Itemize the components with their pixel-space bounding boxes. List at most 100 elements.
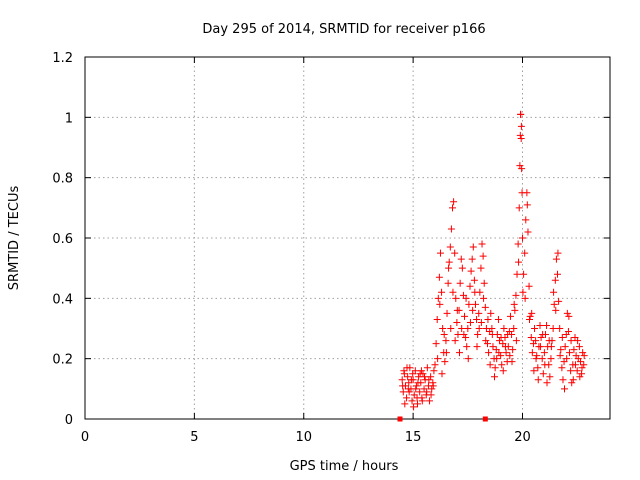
data-point bbox=[474, 331, 482, 339]
y-axis-label: SRMTID / TECUs bbox=[7, 186, 22, 291]
data-point bbox=[453, 306, 461, 314]
data-point bbox=[412, 385, 420, 393]
y-tick-label: 1.2 bbox=[52, 51, 73, 66]
data-point bbox=[558, 334, 566, 342]
data-point bbox=[523, 201, 531, 209]
edge-marks bbox=[397, 416, 488, 422]
data-point bbox=[545, 337, 553, 345]
data-point bbox=[516, 162, 524, 170]
data-point bbox=[404, 373, 412, 381]
data-point bbox=[414, 379, 422, 387]
data-point bbox=[403, 364, 411, 372]
data-point bbox=[566, 349, 574, 357]
data-point bbox=[398, 376, 406, 384]
data-point bbox=[534, 364, 542, 372]
data-point bbox=[452, 294, 460, 302]
axis-edge-mark bbox=[482, 416, 488, 422]
data-point bbox=[473, 315, 481, 323]
data-point bbox=[443, 309, 451, 317]
data-point bbox=[558, 364, 566, 372]
data-point bbox=[554, 270, 561, 278]
data-point bbox=[429, 382, 437, 390]
data-point bbox=[488, 325, 496, 332]
data-point bbox=[520, 270, 528, 278]
data-point bbox=[401, 400, 409, 408]
data-point bbox=[547, 355, 555, 363]
data-point bbox=[413, 394, 421, 402]
data-point bbox=[467, 267, 475, 275]
data-point bbox=[461, 312, 469, 320]
data-point bbox=[580, 352, 588, 360]
data-point bbox=[508, 358, 516, 366]
data-point bbox=[532, 355, 540, 363]
data-point bbox=[450, 198, 458, 206]
x-tick-label: 0 bbox=[81, 430, 89, 445]
data-point bbox=[534, 376, 542, 384]
data-point bbox=[575, 343, 583, 351]
data-point bbox=[519, 234, 526, 242]
data-point bbox=[551, 276, 559, 284]
data-point bbox=[414, 400, 421, 408]
data-point bbox=[496, 337, 504, 345]
data-point bbox=[522, 216, 530, 224]
data-point bbox=[442, 349, 450, 357]
data-point bbox=[489, 343, 497, 351]
data-point bbox=[550, 288, 558, 296]
data-point bbox=[523, 189, 531, 197]
data-point bbox=[491, 373, 498, 381]
data-point bbox=[399, 388, 407, 396]
data-point bbox=[434, 294, 442, 302]
data-point bbox=[530, 367, 538, 375]
data-point bbox=[400, 367, 408, 375]
data-point bbox=[554, 249, 562, 257]
data-point bbox=[456, 349, 463, 357]
data-point bbox=[499, 367, 507, 375]
data-point bbox=[518, 165, 526, 173]
data-point bbox=[509, 346, 517, 354]
data-point bbox=[552, 255, 560, 263]
data-point bbox=[493, 355, 501, 363]
data-point bbox=[399, 382, 407, 390]
data-point bbox=[434, 355, 442, 363]
data-point bbox=[568, 379, 576, 387]
y-tick-label: 0 bbox=[65, 413, 73, 428]
data-point bbox=[433, 315, 441, 323]
data-point bbox=[495, 349, 503, 357]
data-point bbox=[516, 131, 524, 139]
data-point bbox=[435, 273, 443, 281]
data-point bbox=[569, 376, 577, 384]
data-point bbox=[438, 370, 446, 378]
data-point bbox=[550, 300, 558, 308]
data-point bbox=[464, 325, 472, 332]
data-point bbox=[473, 343, 481, 351]
data-point bbox=[576, 373, 584, 381]
data-point bbox=[421, 373, 428, 381]
data-point bbox=[407, 376, 415, 384]
data-point bbox=[521, 249, 529, 257]
data-point bbox=[543, 321, 551, 329]
data-point bbox=[482, 337, 490, 345]
data-point bbox=[480, 294, 488, 302]
data-point bbox=[426, 397, 434, 405]
data-point bbox=[567, 367, 575, 375]
data-point bbox=[415, 373, 423, 381]
data-point bbox=[552, 306, 560, 314]
data-point bbox=[571, 361, 579, 369]
data-point bbox=[453, 318, 461, 326]
data-point bbox=[460, 331, 468, 339]
data-point bbox=[498, 361, 506, 369]
data-point bbox=[427, 373, 435, 381]
data-point bbox=[528, 349, 536, 357]
data-point bbox=[531, 325, 539, 332]
data-point bbox=[470, 276, 478, 284]
data-point bbox=[501, 343, 509, 351]
data-point bbox=[510, 300, 518, 308]
data-point bbox=[556, 352, 564, 360]
y-tick-label: 0.4 bbox=[52, 292, 73, 307]
data-point bbox=[439, 325, 447, 332]
data-point bbox=[449, 288, 457, 296]
x-tick-label: 15 bbox=[405, 430, 422, 445]
data-point bbox=[464, 355, 472, 363]
data-point bbox=[451, 249, 459, 257]
data-point bbox=[466, 318, 474, 326]
